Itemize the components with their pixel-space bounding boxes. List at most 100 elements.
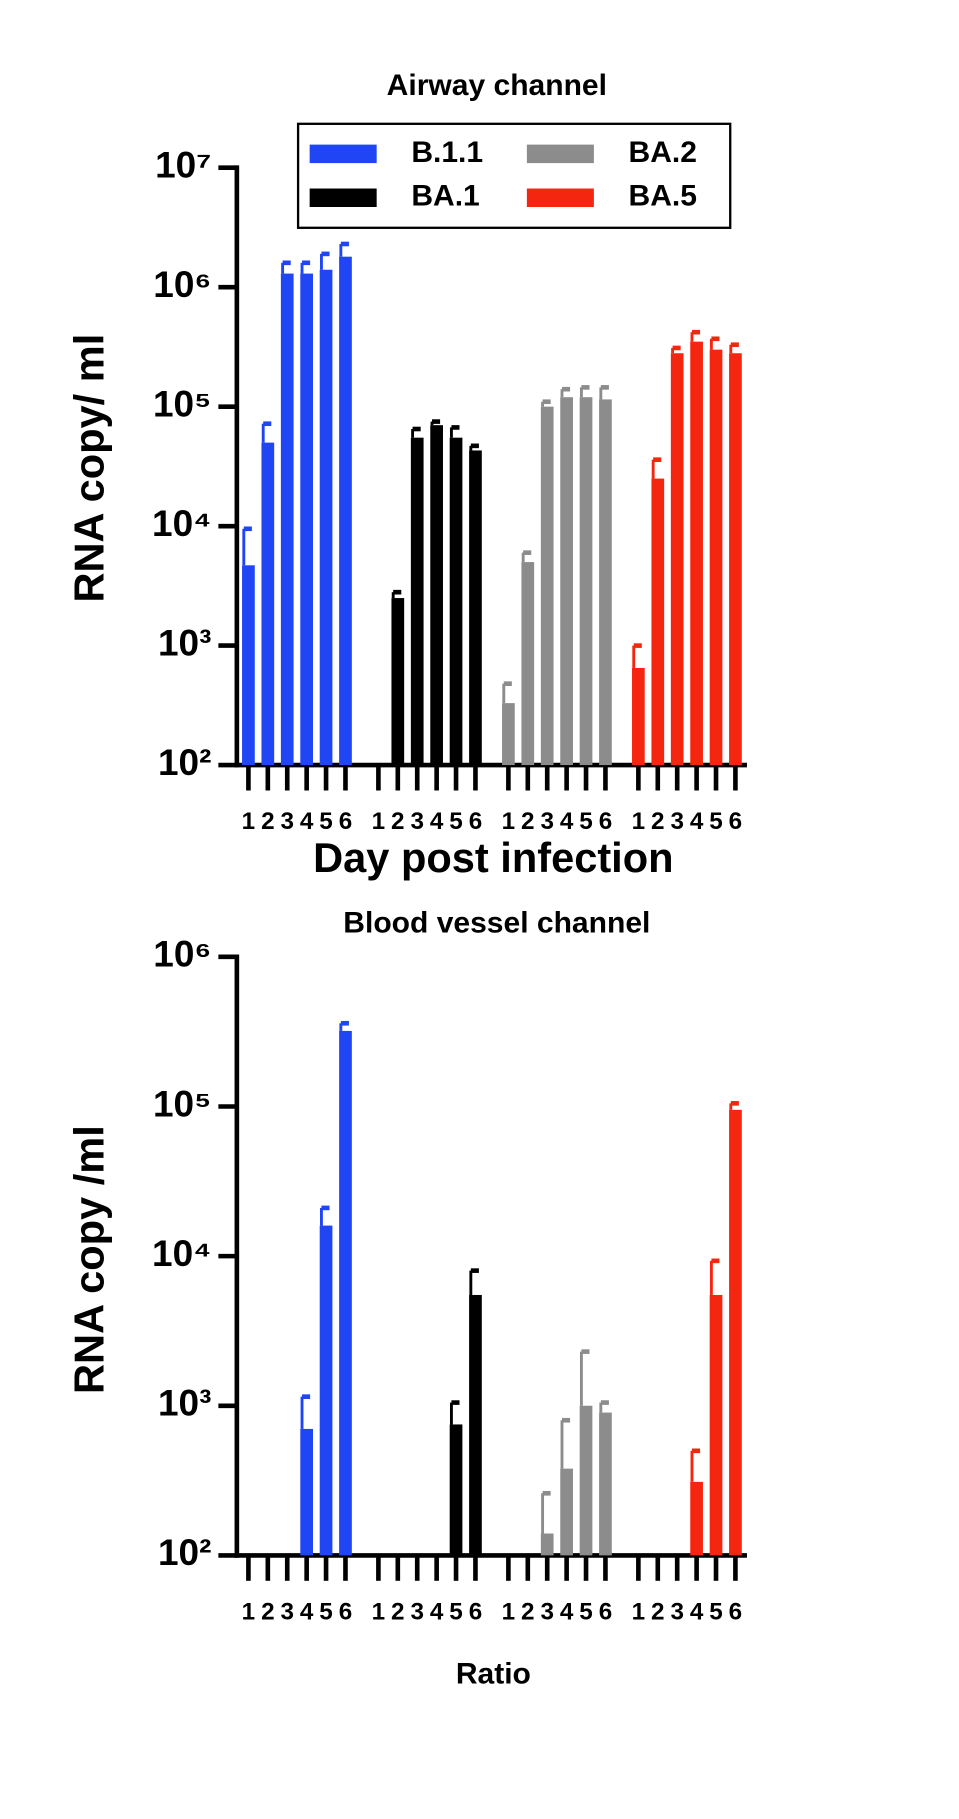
bar	[469, 450, 482, 766]
error-bar	[300, 1394, 311, 1429]
bar	[729, 353, 742, 766]
x-axis-label: Day post infection	[313, 834, 673, 881]
error-bar	[319, 251, 330, 270]
x-tick-label: 6	[339, 1599, 353, 1626]
y-tick-label: 10⁵	[153, 383, 212, 424]
error-bar	[430, 419, 441, 426]
x-tick-label: 3	[280, 1599, 294, 1626]
legend-box	[296, 122, 732, 229]
error-bar	[319, 1205, 330, 1226]
error-bar	[411, 426, 421, 438]
y-tick-label: 10²	[158, 742, 211, 783]
legend-swatch	[309, 188, 377, 208]
bar	[502, 703, 515, 766]
error-bar	[709, 1258, 720, 1295]
x-tick-label: 1	[502, 1599, 515, 1626]
x-tick-label: 1	[372, 1599, 386, 1626]
bar	[690, 1481, 703, 1556]
x-tick-label: 1	[632, 808, 645, 835]
bar	[449, 437, 463, 766]
bar	[339, 1030, 352, 1556]
x-tick-label: 2	[261, 808, 275, 835]
error-bar	[449, 425, 460, 438]
x-tick-label: 5	[319, 1599, 333, 1626]
error-bar	[671, 345, 681, 354]
y-tick-label: 10⁴	[152, 503, 211, 544]
error-bar	[502, 681, 512, 704]
error-bar	[632, 643, 642, 668]
bar	[579, 397, 593, 766]
x-tick-label: 6	[469, 1599, 483, 1626]
error-bar	[579, 1349, 590, 1406]
bar	[300, 1428, 314, 1556]
error-bar	[541, 1490, 551, 1534]
x-tick-label: 3	[540, 808, 554, 835]
bar	[410, 437, 424, 766]
x-tick-label: 5	[449, 1599, 463, 1626]
error-bar	[339, 241, 349, 257]
error-bar	[261, 421, 272, 443]
x-tick-label: 3	[280, 808, 294, 835]
x-tick-label: 5	[709, 808, 722, 835]
error-bar	[242, 526, 252, 566]
legend-swatch	[526, 144, 594, 164]
x-tick-label: 6	[339, 808, 353, 835]
legend-label: B.1.1	[411, 136, 483, 169]
bar	[300, 273, 314, 766]
error-bar	[709, 336, 720, 350]
x-tick-label: 6	[729, 1599, 742, 1626]
bar	[540, 1533, 554, 1556]
x-tick-label: 3	[540, 1599, 554, 1626]
x-tick-label: 4	[300, 1599, 314, 1626]
x-tick-label: 2	[651, 808, 664, 835]
x-tick-label: 1	[632, 1599, 645, 1626]
bar	[560, 1468, 573, 1556]
error-bar	[651, 457, 662, 479]
bar	[560, 397, 573, 766]
error-bar	[339, 1020, 349, 1031]
error-bar	[300, 260, 311, 274]
bar	[449, 1424, 463, 1556]
error-bar	[469, 1268, 479, 1295]
x-tick-label: 4	[430, 1599, 444, 1626]
chart-title: Blood vessel channel	[343, 906, 650, 939]
y-tick-label: 10³	[158, 622, 211, 663]
y-tick-label: 10⁶	[153, 934, 211, 975]
error-bar	[449, 1400, 460, 1425]
x-tick-label: 6	[729, 808, 742, 835]
y-axis-label: RNA copy/ ml	[65, 334, 112, 603]
bar	[632, 667, 645, 766]
x-tick-label: 5	[579, 808, 593, 835]
y-tick-label: 10⁶	[153, 264, 211, 305]
y-axis-label: RNA copy /ml	[65, 1125, 112, 1394]
x-tick-label: 4	[690, 1599, 704, 1626]
x-tick-label: 2	[261, 1599, 275, 1626]
y-tick-label: 10²	[158, 1532, 211, 1573]
x-tick-label: 2	[521, 1599, 535, 1626]
y-tick-label: 10⁷	[155, 144, 211, 185]
bar	[430, 425, 443, 766]
error-bar	[599, 1400, 609, 1413]
bar	[469, 1294, 482, 1556]
x-tick-label: 1	[372, 808, 386, 835]
x-tick-label: 6	[599, 808, 613, 835]
bar	[670, 353, 684, 766]
legend-label: BA.2	[629, 136, 697, 169]
error-bar	[521, 550, 532, 563]
legend-label: BA.1	[411, 180, 479, 213]
bar	[521, 562, 535, 766]
bar	[599, 1412, 612, 1556]
x-tick-label: 5	[449, 808, 463, 835]
bar	[709, 1294, 723, 1556]
x-tick-label: 5	[709, 1599, 722, 1626]
bar	[319, 269, 333, 766]
bar	[599, 399, 612, 766]
bar	[651, 478, 665, 766]
x-tick-label: 2	[391, 808, 405, 835]
error-bar	[560, 386, 571, 398]
y-tick-label: 10⁵	[153, 1083, 212, 1124]
x-tick-label: 3	[670, 808, 683, 835]
error-bar	[281, 260, 291, 274]
x-tick-label: 5	[579, 1599, 593, 1626]
